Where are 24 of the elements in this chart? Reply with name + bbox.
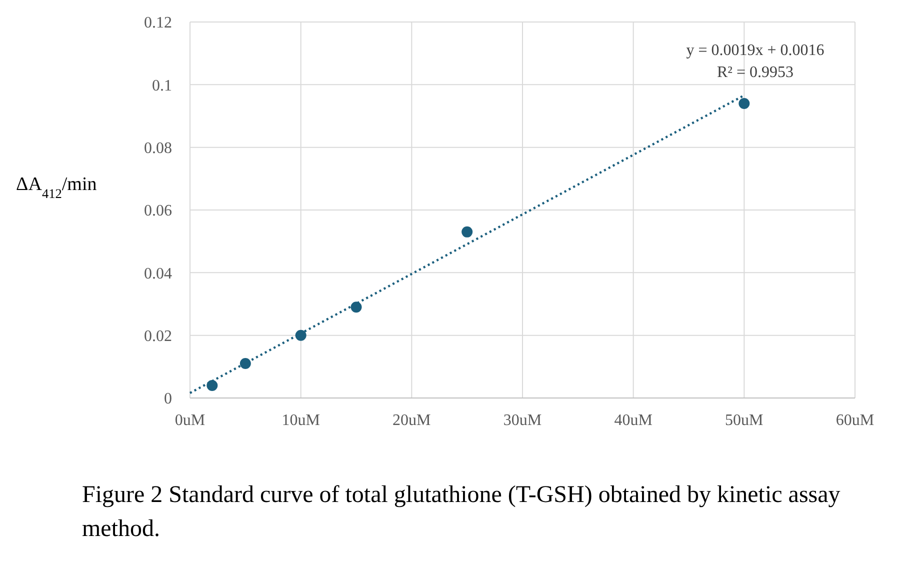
x-tick-label: 60uM [836, 412, 874, 429]
y-tick-label: 0.1 [152, 77, 172, 94]
point [350, 302, 362, 313]
y-tick-label: 0.04 [144, 265, 172, 282]
y-tick-label: 0.02 [144, 328, 172, 345]
y-axis-title: ΔA$_{412}$/min [16, 174, 98, 200]
x-tick-label: 0uM [174, 412, 206, 429]
x-tick-label: 40uM [614, 412, 652, 429]
y-tick-label: 0.06 [144, 202, 172, 220]
y-tick-label: 0.12 [144, 14, 172, 32]
point [240, 358, 251, 370]
point [206, 380, 218, 391]
x-tick-label: 10uM [282, 412, 320, 429]
point [295, 330, 306, 341]
annotation: y = 0.0019x + 0.0016 [686, 42, 824, 59]
annotation: R² = 0.9953 [717, 64, 794, 81]
point [738, 98, 750, 109]
point [462, 226, 473, 238]
caption: Figure 2 Standard curve of total glutathione (T-GSH) obtained by kinetic assay method. [82, 482, 840, 542]
y-tick-label: 0 [164, 390, 172, 408]
y-tick-label: 0.08 [144, 140, 172, 157]
x-tick-label: 20uM [392, 412, 431, 429]
x-tick-label: 30uM [503, 412, 542, 429]
x-tick-label: 50uM [725, 412, 764, 429]
